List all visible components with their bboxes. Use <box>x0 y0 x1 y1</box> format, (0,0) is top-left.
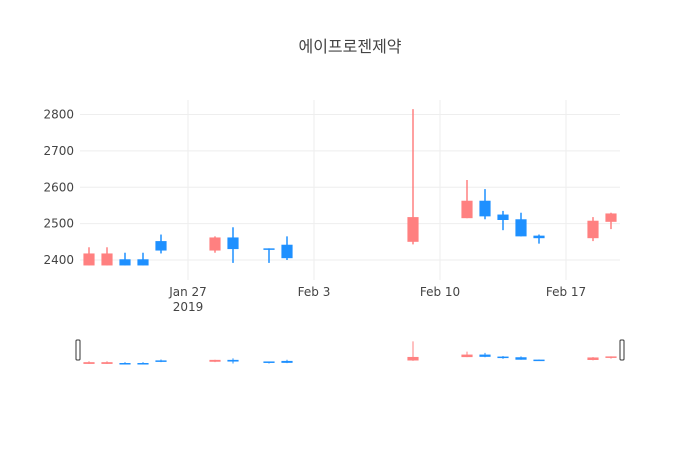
slider-candle-body <box>83 362 95 364</box>
x-tick-label: Feb 10 <box>420 285 460 299</box>
slider-candle-body <box>209 359 221 362</box>
candle-body <box>461 200 473 219</box>
candle-body <box>155 241 167 251</box>
chart-title: 에이프로젠제약 <box>298 37 402 56</box>
candle-body <box>119 259 131 266</box>
range-slider[interactable] <box>75 339 625 365</box>
slider-candle-body <box>515 357 527 360</box>
slider-candle-body <box>407 356 419 361</box>
slider-candle-body <box>263 361 275 363</box>
range-slider-left-handle[interactable] <box>75 339 81 361</box>
x-tick-label: Feb 3 <box>298 285 331 299</box>
x-tick-sublabel: 2019 <box>173 300 204 314</box>
candle-body <box>533 235 545 239</box>
candle-body <box>515 219 527 237</box>
candle-body <box>227 237 239 250</box>
slider-candle-body <box>101 362 113 364</box>
slider-candle-body <box>119 363 131 365</box>
candle-body <box>479 200 491 217</box>
slider-candle-body <box>479 354 491 357</box>
candle-body <box>101 253 113 266</box>
y-tick-label: 2500 <box>43 217 74 231</box>
y-tick-label: 2800 <box>43 108 74 122</box>
slider-candle-body <box>497 356 509 359</box>
slider-candle-body <box>533 359 545 362</box>
candle-body <box>83 253 95 266</box>
candle-body <box>407 217 419 242</box>
slider-candle-body <box>461 354 473 358</box>
candle-layer <box>83 109 617 266</box>
slider-candle-body <box>587 357 599 360</box>
candle-body <box>497 214 509 220</box>
candle-body <box>209 237 221 251</box>
grid-layer <box>80 100 620 280</box>
y-tick-label: 2700 <box>43 144 74 158</box>
x-tick-label: Jan 27 <box>168 285 207 299</box>
range-slider-right-handle[interactable] <box>619 339 625 361</box>
slider-candle-body <box>155 360 167 362</box>
y-tick-label: 2400 <box>43 253 74 267</box>
y-tick-label: 2600 <box>43 180 74 194</box>
candle-body <box>281 244 293 259</box>
slider-candle-body <box>281 360 293 363</box>
candle-body <box>263 248 275 250</box>
x-tick-label: Feb 17 <box>546 285 586 299</box>
slider-candle-body <box>137 363 149 365</box>
candle-body <box>587 220 599 239</box>
candle-body <box>137 259 149 266</box>
candle-body <box>605 213 617 222</box>
slider-candle-body <box>605 356 617 358</box>
slider-candle-body <box>227 359 239 362</box>
